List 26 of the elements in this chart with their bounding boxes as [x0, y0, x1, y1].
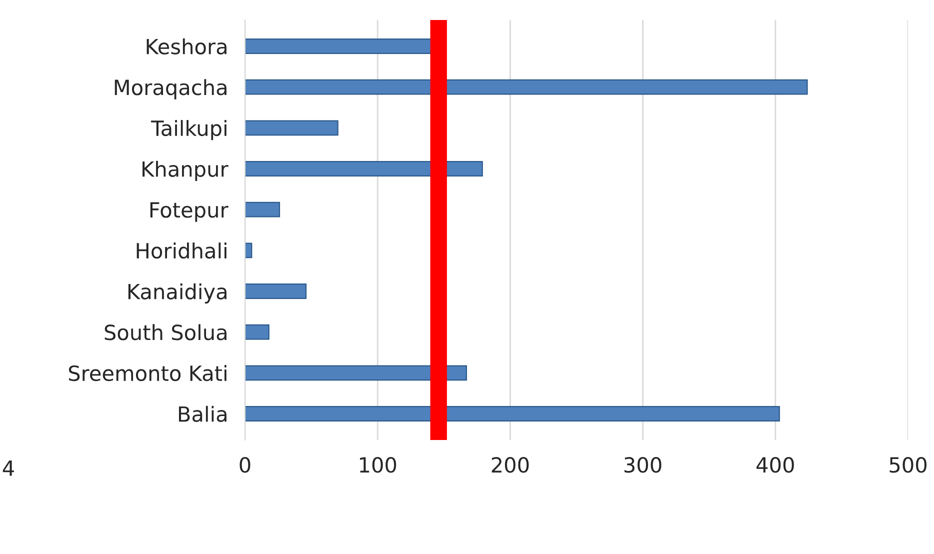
- y-tick-label: South Solua: [104, 324, 226, 340]
- bar: [245, 324, 270, 340]
- y-tick-label: Horidhali: [136, 242, 226, 259]
- bar: [245, 120, 338, 136]
- x-tick-label: 400: [756, 457, 794, 473]
- x-tick-label: 0: [240, 457, 250, 473]
- y-tick-label: Khanpur: [142, 160, 228, 181]
- bar: [245, 161, 483, 176]
- text: 4: [2, 460, 14, 476]
- bar: [245, 365, 467, 381]
- bar: [245, 406, 780, 422]
- y-tick-label: Keshora: [146, 38, 226, 54]
- y-tick-label: Kanaidiya: [128, 283, 226, 304]
- y-tick-label: Moraqacha: [114, 79, 226, 100]
- x-tick-label: 100: [360, 457, 396, 473]
- x-tick-label: 200: [492, 457, 529, 473]
- y-tick-label: Fotepur: [150, 202, 228, 222]
- bar: [245, 202, 280, 218]
- y-tick-label: Sreemonto Kati: [68, 365, 226, 382]
- bar: [245, 79, 808, 95]
- y-tick-label: Tailkupi: [151, 120, 226, 140]
- y-tick-label: Balia: [178, 406, 226, 422]
- x-tick-label: 300: [624, 457, 662, 473]
- bar: [245, 284, 307, 299]
- bar: [245, 242, 252, 258]
- x-tick-label: 500: [890, 457, 926, 473]
